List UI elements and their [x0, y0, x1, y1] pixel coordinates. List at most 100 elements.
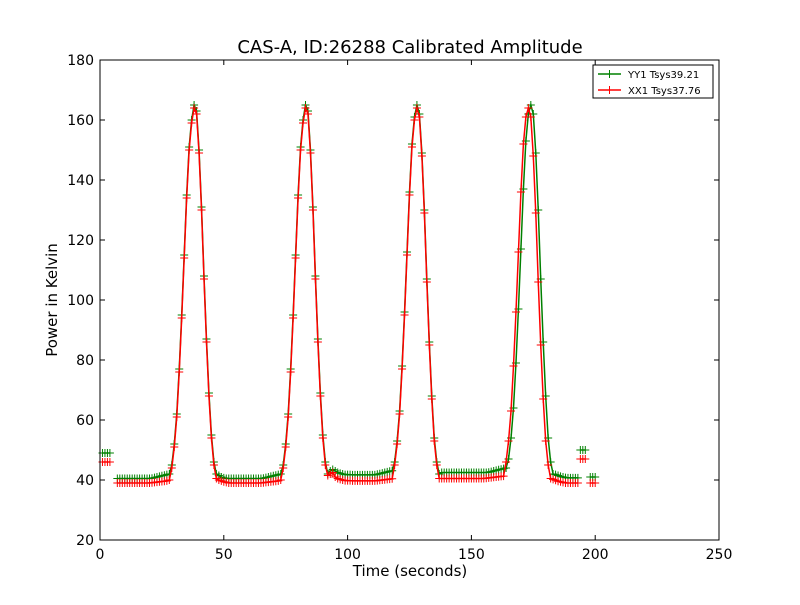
data-point — [591, 479, 600, 487]
data-point — [306, 149, 315, 157]
data-point — [502, 458, 511, 466]
data-point — [544, 461, 553, 469]
data-point — [427, 395, 436, 403]
axes-frame — [99, 59, 720, 541]
data-point — [398, 365, 407, 373]
y-tick-label: 20 — [76, 533, 94, 549]
data-point — [420, 209, 429, 217]
data-point — [573, 479, 582, 487]
x-tick-label: 50 — [215, 547, 233, 563]
data-point — [388, 474, 397, 483]
data-point — [405, 191, 414, 199]
data-point — [172, 413, 181, 421]
data-point — [534, 278, 543, 286]
data-point — [291, 254, 300, 262]
data-point — [177, 314, 186, 322]
x-tick-label: 200 — [582, 547, 609, 563]
data-point — [202, 338, 211, 346]
data-point — [318, 434, 327, 442]
x-tick-label: 150 — [458, 547, 485, 563]
data-point — [187, 119, 196, 127]
data-point — [417, 152, 426, 160]
data-point — [296, 146, 305, 154]
data-point — [531, 209, 540, 217]
data-point — [403, 251, 412, 259]
data-point — [432, 461, 441, 469]
x-tick-label: 250 — [706, 547, 733, 563]
data-point — [279, 464, 288, 472]
data-point — [529, 152, 538, 160]
data-point — [170, 443, 179, 451]
y-tick-label: 100 — [67, 293, 94, 309]
data-point — [536, 341, 545, 349]
x-tick-label: 0 — [96, 547, 105, 563]
y-tick-label: 40 — [76, 473, 94, 489]
data-point — [308, 206, 317, 214]
legend: YY1 Tsys39.21 XX1 Tsys37.76 — [592, 64, 714, 99]
data-point — [303, 110, 312, 118]
data-point — [185, 146, 194, 154]
data-point — [539, 395, 548, 403]
data-point — [180, 254, 189, 262]
data-point — [105, 449, 114, 457]
data-point — [299, 119, 308, 127]
data-point — [192, 110, 201, 118]
data-point — [294, 194, 303, 202]
x-tick-label: 100 — [334, 547, 361, 563]
data-point — [390, 461, 399, 469]
data-point — [514, 248, 523, 256]
legend-label: YY1 Tsys39.21 — [627, 70, 699, 81]
data-point — [281, 443, 290, 451]
data-point — [400, 311, 409, 319]
data-point — [412, 104, 421, 112]
data-point — [393, 440, 402, 448]
series-1 — [98, 104, 600, 487]
chart-title: CAS-A, ID:26288 Calibrated Amplitude — [237, 37, 582, 58]
data-point — [504, 437, 513, 445]
data-point — [388, 466, 397, 475]
data-point — [422, 278, 431, 286]
series-line — [117, 105, 578, 484]
data-point — [316, 392, 325, 400]
legend-label: XX1 Tsys37.76 — [628, 86, 701, 97]
legend-box — [592, 64, 714, 99]
data-point — [519, 140, 528, 148]
data-point — [199, 275, 208, 283]
data-point — [165, 476, 174, 484]
data-point — [207, 434, 216, 442]
data-point — [499, 472, 508, 481]
data-point — [541, 437, 550, 445]
series-0 — [98, 101, 600, 483]
data-point — [581, 455, 590, 463]
data-point — [209, 461, 218, 469]
data-point — [204, 392, 213, 400]
legend-marker — [605, 70, 614, 78]
data-point — [509, 362, 518, 370]
data-point — [321, 461, 330, 469]
data-point — [301, 104, 310, 112]
series-line — [117, 102, 578, 480]
data-point — [581, 446, 590, 454]
y-tick-label: 160 — [67, 113, 94, 129]
plot-area: 0 50 100 150 200 250 20 40 60 80 100 120 140 160 180 — [67, 53, 732, 563]
data-point — [328, 468, 337, 477]
data-point — [276, 476, 285, 484]
y-tick-label: 140 — [67, 173, 94, 189]
y-tick-label: 60 — [76, 413, 94, 429]
data-point — [430, 437, 439, 445]
data-point — [182, 194, 191, 202]
y-axis-label: Power in Kelvin — [43, 243, 61, 357]
data-point — [407, 143, 416, 151]
data-point — [190, 104, 199, 112]
data-point — [286, 368, 295, 376]
data-point — [167, 464, 176, 472]
data-point — [395, 410, 404, 418]
x-axis-label: Time (seconds) — [352, 562, 468, 580]
data-point — [415, 113, 424, 121]
legend-marker — [605, 86, 614, 94]
data-point — [516, 188, 525, 196]
data-point — [524, 104, 533, 112]
data-point — [289, 314, 298, 322]
